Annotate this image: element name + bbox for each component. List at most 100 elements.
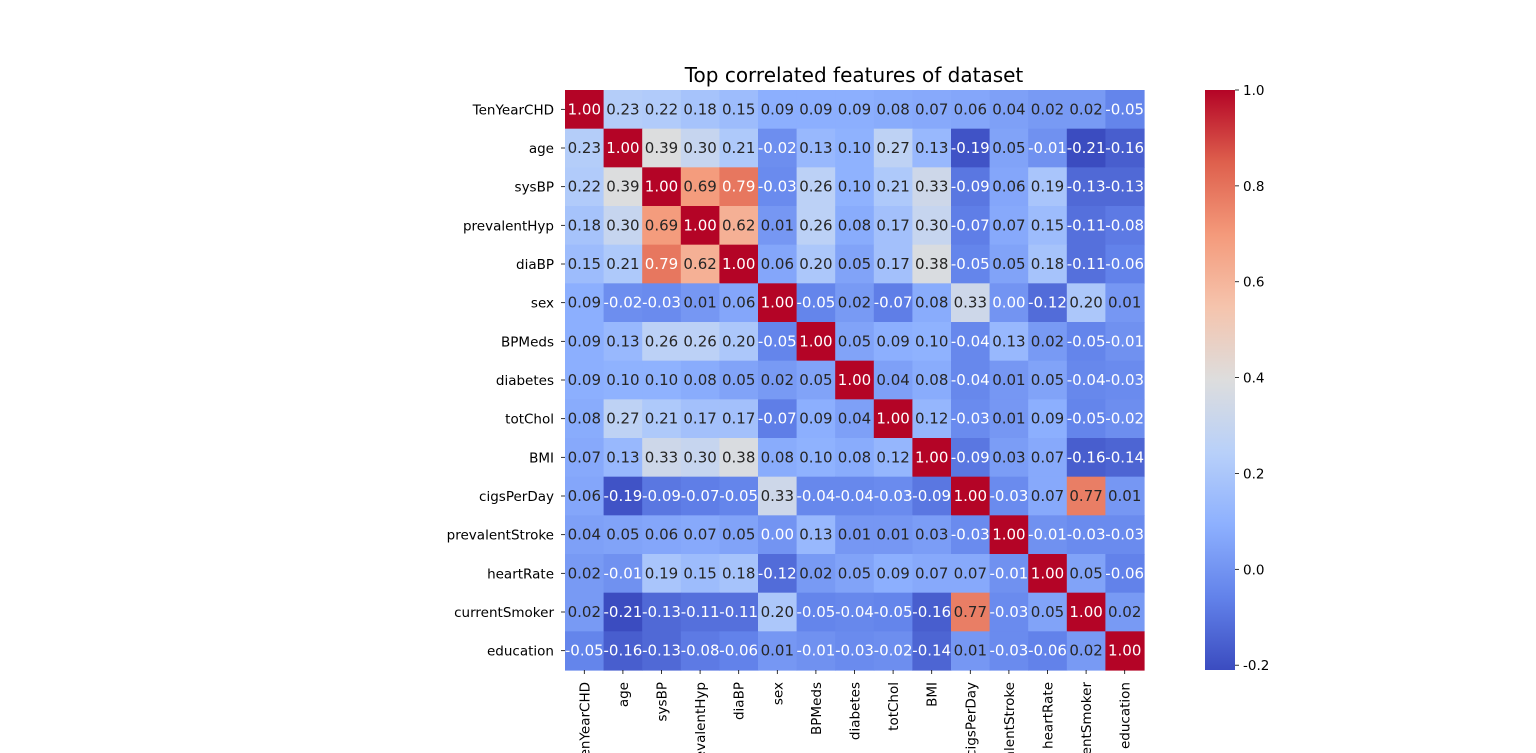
heatmap-cell xyxy=(951,244,991,284)
heatmap-cell xyxy=(1028,399,1068,439)
heatmap-cell xyxy=(1066,206,1106,246)
heatmap-cell xyxy=(796,244,836,284)
heatmap-cell xyxy=(912,167,952,207)
cell-value-label: 0.19 xyxy=(645,564,678,582)
cell-value-label: -0.01 xyxy=(989,564,1028,582)
heatmap-cell xyxy=(758,128,798,168)
cell-value-label: -0.01 xyxy=(1028,526,1067,544)
cell-value-label: -0.06 xyxy=(1028,642,1067,660)
colorbar-tick-label: 0.2 xyxy=(1243,466,1264,482)
heatmap-cell xyxy=(1028,90,1068,130)
heatmap-cell xyxy=(603,438,643,478)
cell-value-label: 0.12 xyxy=(915,410,948,428)
cell-value-label: 0.30 xyxy=(915,216,948,234)
heatmap-cell xyxy=(642,399,682,439)
heatmap-cell xyxy=(796,283,836,323)
heatmap-cell xyxy=(565,515,605,555)
x-tick-labels: TenYearCHD age sysBP prevalentHyp diaBP sex BP… xyxy=(577,670,1134,753)
heatmap-cell xyxy=(680,399,720,439)
cell-value-label: 0.04 xyxy=(992,100,1025,118)
cell-value-label: 0.05 xyxy=(606,526,639,544)
heatmap-cell xyxy=(873,90,913,130)
heatmap-cell xyxy=(1028,592,1068,632)
cell-value-label: -0.13 xyxy=(1067,178,1106,196)
heatmap-cell xyxy=(989,283,1029,323)
cell-value-label: 0.09 xyxy=(568,371,601,389)
heatmap-cell xyxy=(989,90,1029,130)
heatmap-cell xyxy=(1105,283,1145,323)
cell-value-label: -0.09 xyxy=(642,487,681,505)
cell-value-label: 0.69 xyxy=(683,178,716,196)
x-tick-label: diabetes xyxy=(848,682,864,740)
heatmap-cell xyxy=(680,360,720,400)
heatmap-cell xyxy=(642,515,682,555)
x-tick-label: sex xyxy=(770,682,786,705)
cell-value-label: -0.11 xyxy=(1067,216,1106,234)
cell-value-label: 0.15 xyxy=(568,255,601,273)
cell-value-label: -0.13 xyxy=(642,603,681,621)
heatmap-cell xyxy=(603,167,643,207)
cell-value-label: -0.01 xyxy=(603,564,642,582)
heatmap-cell xyxy=(912,360,952,400)
heatmap-cell xyxy=(912,206,952,246)
cell-value-label: -0.05 xyxy=(1067,332,1106,350)
heatmap-cell xyxy=(642,283,682,323)
heatmap-cells: 1.00 0.23 0.22 0.18 0.15 0.09 0.09 0.09 0.08 0.07… xyxy=(565,90,1145,671)
cell-value-label: -0.21 xyxy=(603,603,642,621)
heatmap-cell xyxy=(951,283,991,323)
colorbar-tick-label: -0.2 xyxy=(1243,658,1269,674)
heatmap-cell xyxy=(1105,515,1145,555)
cell-value-label: 0.02 xyxy=(1108,603,1141,621)
cell-value-label: 0.39 xyxy=(645,139,678,157)
x-tick-label: diaBP xyxy=(732,682,748,720)
cell-value-label: -0.16 xyxy=(1067,448,1106,466)
cell-value-label: 0.05 xyxy=(799,371,832,389)
cell-value-label: -0.07 xyxy=(874,294,913,312)
heatmap-cell xyxy=(796,399,836,439)
heatmap-cell xyxy=(565,438,605,478)
heatmap-cell xyxy=(680,244,720,284)
cell-value-label: 0.09 xyxy=(799,100,832,118)
heatmap-cell xyxy=(603,515,643,555)
colorbar-tick-label: 0.6 xyxy=(1243,275,1264,291)
heatmap-cell xyxy=(835,90,875,130)
cell-value-label: -0.09 xyxy=(951,448,990,466)
heatmap-cell xyxy=(951,399,991,439)
cell-value-label: 0.03 xyxy=(915,526,948,544)
heatmap-cell xyxy=(603,128,643,168)
cell-value-label: 0.01 xyxy=(992,410,1025,428)
heatmap-cell xyxy=(873,283,913,323)
x-tick-label: prevalentHyp xyxy=(693,682,709,753)
heatmap-cell xyxy=(873,476,913,516)
heatmap-cell xyxy=(719,476,759,516)
heatmap-cell xyxy=(989,167,1029,207)
cell-value-label: 0.15 xyxy=(683,564,716,582)
heatmap-cell xyxy=(835,322,875,362)
cell-value-label: -0.13 xyxy=(642,642,681,660)
heatmap-cell xyxy=(796,322,836,362)
cell-value-label: 0.17 xyxy=(876,216,909,234)
heatmap-cell xyxy=(989,438,1029,478)
cell-value-label: 0.21 xyxy=(876,178,909,196)
cell-value-label: 0.33 xyxy=(954,294,987,312)
cell-value-label: 0.20 xyxy=(761,603,794,621)
cell-value-label: -0.07 xyxy=(951,216,990,234)
cell-value-label: 0.20 xyxy=(722,332,755,350)
heatmap-cell xyxy=(1066,399,1106,439)
cell-value-label: 0.18 xyxy=(568,216,601,234)
x-tick-label: currentSmoker xyxy=(1079,682,1095,753)
x-tick-label: BPMeds xyxy=(809,682,825,735)
heatmap-cell xyxy=(565,206,605,246)
cell-value-label: -0.03 xyxy=(989,603,1028,621)
cell-value-label: 0.08 xyxy=(838,448,871,466)
heatmap-cell xyxy=(719,283,759,323)
cell-value-label: -0.13 xyxy=(1105,178,1144,196)
cell-value-label: -0.09 xyxy=(951,178,990,196)
heatmap-cell xyxy=(1028,244,1068,284)
cell-value-label: 1.00 xyxy=(799,332,832,350)
heatmap-cell xyxy=(1066,515,1106,555)
cell-value-label: 0.62 xyxy=(683,255,716,273)
heatmap-cell xyxy=(719,90,759,130)
cell-value-label: -0.04 xyxy=(951,371,990,389)
y-tick-label: cigsPerDay xyxy=(479,489,554,505)
